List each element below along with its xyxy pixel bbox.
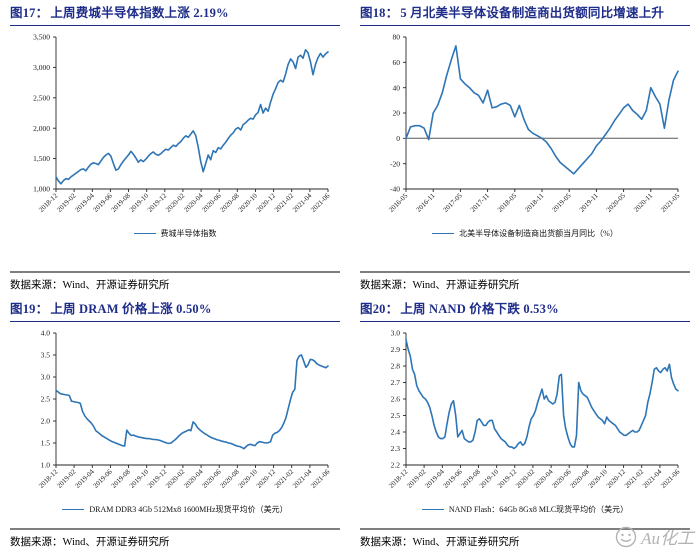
svg-text:1.0: 1.0 — [41, 460, 51, 469]
legend-label: 费城半导体指数 — [160, 228, 217, 238]
figure-title-text: 上周 DRAM 价格上涨 0.50% — [50, 302, 212, 316]
svg-text:20: 20 — [393, 108, 401, 117]
line-chart-dram-spot-price: 1.01.52.02.53.03.54.02018-122019-022019-… — [37, 328, 332, 490]
figure-title: 图19： 上周 DRAM 价格上涨 0.50% — [10, 302, 340, 322]
figure-number: 图20： — [360, 302, 399, 316]
svg-text:1,000: 1,000 — [33, 184, 50, 193]
legend-label: DRAM DDR3 4Gb 512Mx8 1600MHz现货平均价（美元） — [89, 504, 288, 514]
figure-title-text: 上周 NAND 价格下跌 0.53% — [400, 302, 559, 316]
svg-text:2021-06: 2021-06 — [309, 467, 332, 490]
figure-title: 图20： 上周 NAND 价格下跌 0.53% — [360, 302, 690, 322]
data-source-note: 数据来源：Wind、开源证券研究所 — [10, 528, 340, 551]
line-chart-philadelphia-semiconductor-index: 1,0001,5002,0002,5003,0003,5002018-12201… — [33, 32, 332, 214]
svg-text:0: 0 — [396, 134, 400, 143]
figure-title-text: 上周费城半导体指数上涨 2.19% — [50, 6, 229, 20]
figure-number: 图19： — [10, 302, 49, 316]
svg-text:-40: -40 — [390, 184, 400, 193]
chart-panel-fig17: 图17： 上周费城半导体指数上涨 2.19% 1,000 1,500 2,000 2,5… — [0, 0, 350, 296]
svg-text:-20: -20 — [390, 159, 400, 168]
svg-text:2017-11: 2017-11 — [469, 191, 491, 213]
figure-number: 图17： — [10, 6, 49, 20]
legend-line-icon — [62, 508, 85, 510]
svg-text:2019-11: 2019-11 — [578, 191, 600, 213]
chart-panel-fig18: 图18： 5 月北美半导体设备制造商出货额同比增速上升 -40 -20 0 20 40 60… — [350, 0, 700, 296]
svg-text:2.6: 2.6 — [391, 394, 401, 403]
svg-text:1.5: 1.5 — [41, 438, 51, 447]
legend-line-icon — [432, 232, 455, 234]
svg-text:4.0: 4.0 — [41, 328, 51, 337]
svg-text:3,000: 3,000 — [33, 63, 50, 72]
svg-text:2021-06: 2021-06 — [309, 191, 332, 214]
chart-legend: 费城半导体指数 — [10, 228, 340, 239]
legend-label: NAND Flash：64Gb 8Gx8 MLC现货平均价（美元） — [448, 504, 629, 514]
svg-text:2019-05: 2019-05 — [550, 191, 573, 214]
data-source-note: 数据来源：Wind、开源证券研究所 — [360, 271, 690, 294]
svg-text:2018-11: 2018-11 — [523, 191, 545, 213]
svg-text:3.5: 3.5 — [41, 350, 51, 359]
svg-text:2020-11: 2020-11 — [632, 191, 654, 213]
figure-title: 图17： 上周费城半导体指数上涨 2.19% — [10, 6, 340, 26]
svg-text:2.4: 2.4 — [391, 427, 401, 436]
chart-legend: NAND Flash：64Gb 8Gx8 MLC现货平均价（美元） — [360, 504, 690, 515]
svg-text:2016-05: 2016-05 — [387, 191, 410, 214]
chart-legend: 北美半导体设备制造商出货额当月同比（%） — [360, 228, 690, 239]
chart-panel-fig20: 图20： 上周 NAND 价格下跌 0.53% 2.2 2.3 2.4 2.5 2.6 2.… — [350, 296, 700, 553]
data-source-note: 数据来源：Wind、开源证券研究所 — [360, 528, 690, 551]
legend-line-icon — [421, 508, 444, 510]
svg-text:2,000: 2,000 — [33, 123, 50, 132]
svg-text:2,500: 2,500 — [33, 93, 50, 102]
svg-text:2.2: 2.2 — [391, 460, 401, 469]
svg-text:2.7: 2.7 — [391, 378, 401, 387]
svg-text:2.5: 2.5 — [391, 411, 401, 420]
line-chart-north-america-semi-equipment-billings: -40 -20 0 20 40 60 80 2016-05 2016-11 2017-05 2017… — [387, 32, 682, 214]
svg-text:2021-05: 2021-05 — [659, 191, 682, 214]
figure-number: 图18： — [360, 6, 399, 20]
svg-text:2.8: 2.8 — [391, 361, 401, 370]
svg-text:2.0: 2.0 — [41, 416, 51, 425]
svg-text:2016-11: 2016-11 — [415, 191, 437, 213]
svg-text:2018-05: 2018-05 — [496, 191, 519, 214]
data-source-note: 数据来源：Wind、开源证券研究所 — [10, 271, 340, 294]
svg-text:40: 40 — [393, 83, 401, 92]
svg-text:2017-05: 2017-05 — [442, 191, 465, 214]
legend-label: 北美半导体设备制造商出货额当月同比（%） — [459, 228, 618, 238]
svg-text:2.9: 2.9 — [391, 345, 401, 354]
svg-text:3.0: 3.0 — [391, 328, 401, 337]
chart-panel-fig19: 图19： 上周 DRAM 价格上涨 0.50% 1.0 1.5 2.0 2.5 3.0 3.… — [0, 296, 350, 553]
figure-title-text: 5 月北美半导体设备制造商出货额同比增速上升 — [400, 6, 665, 20]
svg-text:60: 60 — [393, 58, 401, 67]
line-chart-nand-spot-price: 2.22.32.42.52.62.72.82.93.02018-122019-0… — [387, 328, 682, 490]
chart-legend: DRAM DDR3 4Gb 512Mx8 1600MHz现货平均价（美元） — [10, 504, 340, 515]
figure-title: 图18： 5 月北美半导体设备制造商出货额同比增速上升 — [360, 6, 690, 26]
svg-text:2.5: 2.5 — [41, 394, 51, 403]
svg-text:1,500: 1,500 — [33, 154, 50, 163]
svg-text:2.3: 2.3 — [391, 444, 401, 453]
svg-text:2020-05: 2020-05 — [605, 191, 628, 214]
svg-text:2021-06: 2021-06 — [659, 467, 682, 490]
svg-text:80: 80 — [393, 32, 401, 41]
svg-text:3.0: 3.0 — [41, 372, 51, 381]
legend-line-icon — [133, 232, 156, 234]
svg-text:3,500: 3,500 — [33, 32, 50, 41]
